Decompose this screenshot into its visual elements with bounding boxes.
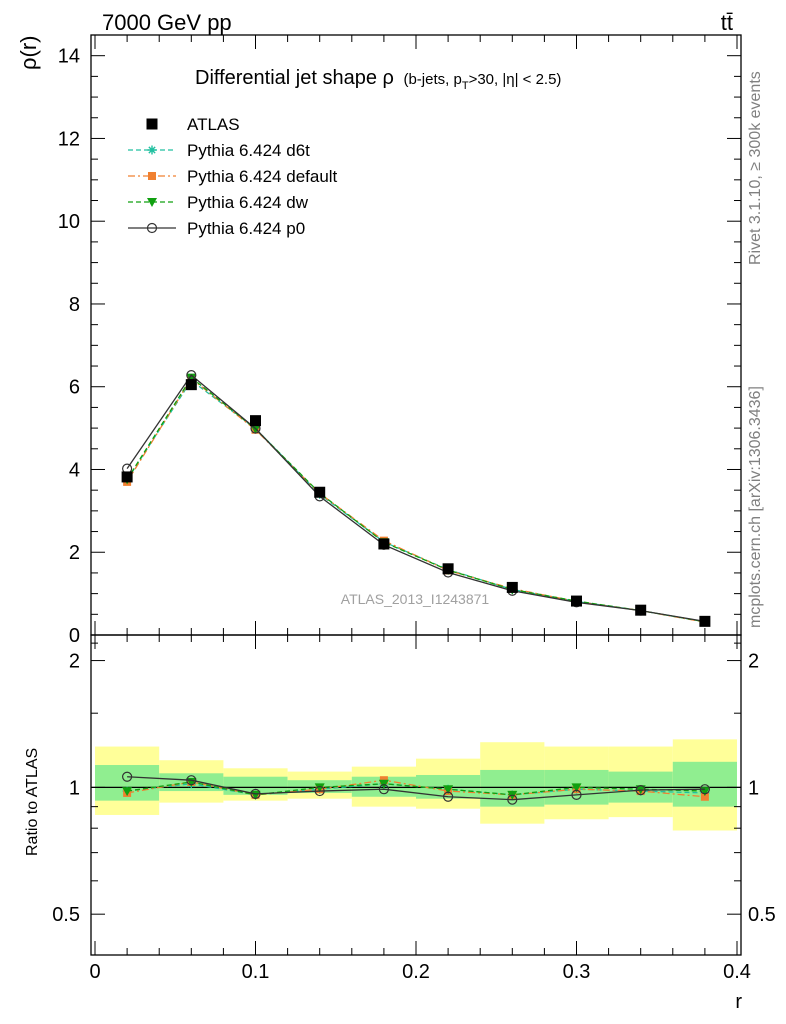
x-tick-label: 0.2 xyxy=(402,961,430,983)
ratio-series xyxy=(122,771,710,805)
data-point xyxy=(250,415,262,427)
y-axis-label-ratio: Ratio to ATLAS xyxy=(24,748,41,856)
data-point xyxy=(378,538,390,550)
x-tick-label: 0.4 xyxy=(723,961,751,983)
ratio-point xyxy=(314,785,325,797)
chart-title-sub-rest: >30, |η| < 2.5) xyxy=(469,71,562,88)
series-0 xyxy=(121,379,711,627)
series-line xyxy=(126,376,706,623)
legend-entry: Pythia 6.424 default xyxy=(128,167,338,186)
ratio-tick-label-left: 0.5 xyxy=(52,904,80,926)
ratio-point xyxy=(443,785,454,795)
data-point xyxy=(635,604,647,616)
data-point xyxy=(570,595,582,607)
ratio-line xyxy=(127,776,705,801)
ratio-tick-label-right: 2 xyxy=(748,651,759,673)
ratio-point xyxy=(571,789,582,800)
main-series xyxy=(121,370,711,627)
series-line xyxy=(126,379,706,623)
chart-title: Differential jet shape ρ (b-jets, pT>30,… xyxy=(195,67,561,92)
data-point xyxy=(185,379,197,391)
y-tick-label: 6 xyxy=(69,377,80,399)
series-4 xyxy=(122,370,710,627)
header-right: tt̄ xyxy=(721,10,733,35)
x-tick-label: 0 xyxy=(89,961,100,983)
watermark: ATLAS_2013_I1243871 xyxy=(341,591,490,607)
mcplots-label: mcplots.cern.ch [arXiv:1306.3436] xyxy=(747,386,764,628)
y-tick-label: 12 xyxy=(58,128,80,150)
ratio-tick-label-left: 1 xyxy=(69,777,80,799)
y-tick-label: 10 xyxy=(58,211,80,233)
legend-label: Pythia 6.424 default xyxy=(187,167,338,186)
legend-entry: ATLAS xyxy=(146,115,240,134)
ratio-point xyxy=(186,775,197,786)
chart-title-sub: (b-jets, p xyxy=(403,71,461,88)
ratio-point xyxy=(314,783,325,793)
data-point xyxy=(442,563,454,575)
legend-marker xyxy=(147,198,157,207)
ratio-point xyxy=(507,794,518,805)
ratio-point xyxy=(122,771,133,782)
y-tick-label: 14 xyxy=(58,46,80,68)
series-2 xyxy=(123,374,709,627)
legend-marker xyxy=(148,172,156,180)
x-tick-label: 0.1 xyxy=(242,961,270,983)
legend-label: Pythia 6.424 p0 xyxy=(187,219,305,238)
band-green xyxy=(480,769,545,807)
ratio-point xyxy=(250,788,261,799)
series-line xyxy=(126,374,705,622)
legend-label: Pythia 6.424 dw xyxy=(187,193,309,212)
header-left: 7000 GeV pp xyxy=(102,10,232,35)
ratio-line xyxy=(127,779,705,798)
legend-entry: Pythia 6.424 p0 xyxy=(128,219,305,238)
x-axis-label: r xyxy=(735,991,742,1013)
ratio-tick-label-right: 0.5 xyxy=(748,904,776,926)
legend-marker xyxy=(146,118,158,130)
ratio-point xyxy=(635,785,646,796)
legend: ATLAS Pythia 6.424 d6t Pythia 6.424 defaul… xyxy=(128,115,338,238)
ratio-point xyxy=(442,791,454,802)
data-point xyxy=(699,615,711,627)
y-tick-label: 0 xyxy=(69,625,80,647)
y-tick-label: 4 xyxy=(69,459,80,481)
x-tick-label: 0.3 xyxy=(563,961,591,983)
rivet-label: Rivet 3.1.10, ≥ 300k events xyxy=(747,71,764,265)
ratio-point xyxy=(378,784,390,795)
series-line xyxy=(126,377,706,623)
legend-entry: Pythia 6.424 d6t xyxy=(128,141,310,160)
series-1 xyxy=(122,376,710,627)
ratio-point xyxy=(122,787,133,797)
data-point xyxy=(186,373,197,383)
chart-title-main: Differential jet shape ρ xyxy=(195,67,394,89)
legend-entry: Pythia 6.424 dw xyxy=(128,193,309,212)
legend-marker xyxy=(146,222,158,234)
data-point xyxy=(121,471,133,483)
ratio-point xyxy=(571,783,582,793)
y-tick-label: 2 xyxy=(69,542,80,564)
ratio-line xyxy=(127,781,705,796)
chart-title-sub-T: T xyxy=(462,80,469,92)
series-3 xyxy=(122,373,710,627)
ratio-point xyxy=(700,792,709,801)
ratio-series-3 xyxy=(122,771,710,805)
legend-marker xyxy=(147,145,157,155)
y-tick-label: 8 xyxy=(69,294,80,316)
data-point xyxy=(314,486,326,498)
ratio-point xyxy=(699,784,710,795)
legend-label: ATLAS xyxy=(187,115,240,134)
ratio-tick-label-left: 2 xyxy=(69,651,80,673)
data-point xyxy=(506,581,518,593)
y-axis-label-main: ρ(r) xyxy=(16,36,41,71)
legend-label: Pythia 6.424 d6t xyxy=(187,141,310,160)
ratio-tick-label-right: 1 xyxy=(748,777,759,799)
